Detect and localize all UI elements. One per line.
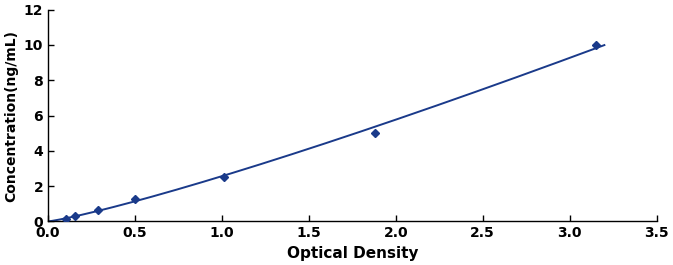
X-axis label: Optical Density: Optical Density	[287, 246, 418, 261]
Y-axis label: Concentration(ng/mL): Concentration(ng/mL)	[4, 29, 18, 202]
